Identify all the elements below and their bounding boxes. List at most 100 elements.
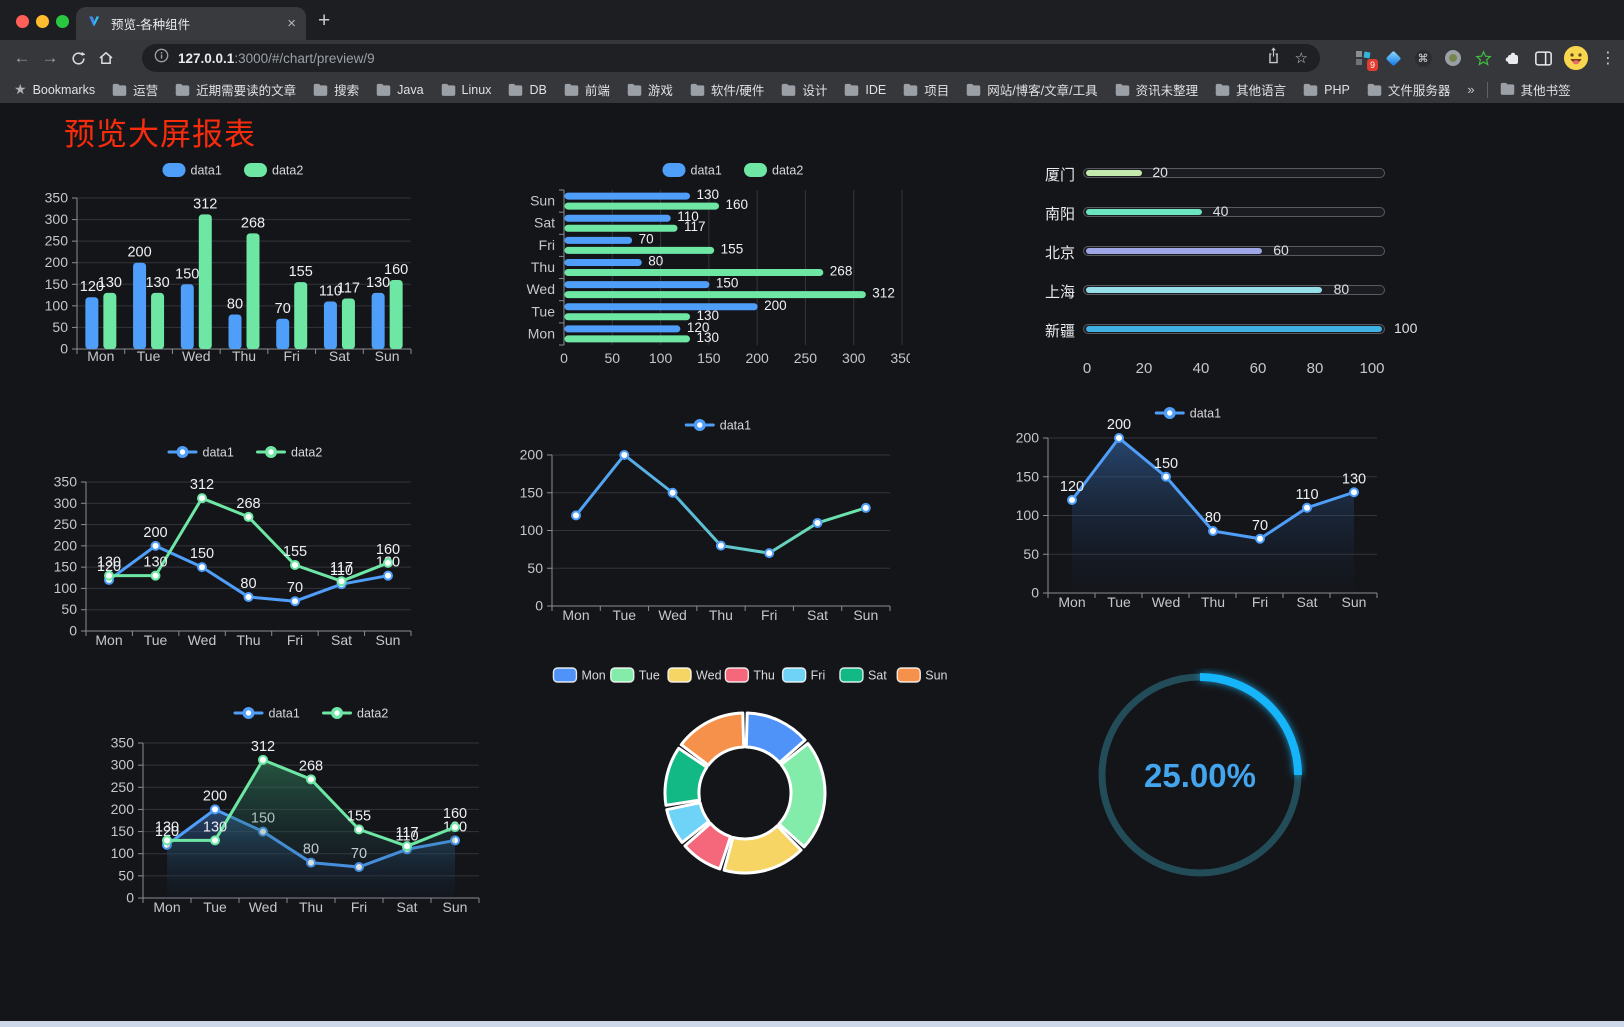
extension-star-icon[interactable] (1474, 49, 1492, 67)
side-panel-icon[interactable] (1534, 49, 1552, 67)
legend-item[interactable]: Mon (552, 667, 606, 683)
legend-item[interactable]: Fri (781, 667, 826, 683)
legend-item[interactable]: Thu (724, 667, 775, 683)
bookmark-item[interactable]: DB (508, 83, 547, 97)
legend-item[interactable]: data1 (1154, 407, 1221, 421)
share-icon[interactable] (1266, 47, 1281, 69)
svg-text:Sat: Sat (534, 215, 555, 231)
other-bookmarks[interactable]: 其他书签 (1500, 80, 1571, 99)
bookmarks-root[interactable]: ★ Bookmarks (14, 81, 96, 97)
new-tab-button[interactable]: + (318, 9, 331, 32)
svg-text:100: 100 (54, 580, 78, 596)
svg-text:Tue: Tue (203, 899, 227, 915)
legend-item[interactable]: data2 (744, 163, 803, 178)
legend-item[interactable]: Wed (667, 667, 722, 683)
svg-text:Sun: Sun (853, 607, 878, 623)
legend-item[interactable]: data2 (322, 707, 388, 721)
legend-item[interactable]: data1 (233, 707, 300, 721)
extension-diamond-icon[interactable] (1384, 49, 1402, 67)
svg-text:250: 250 (111, 779, 135, 795)
bookmarks-overflow-chevron[interactable]: » (1467, 82, 1475, 97)
svg-text:200: 200 (54, 537, 78, 553)
bookmark-item[interactable]: 软件/硬件 (690, 80, 764, 99)
donut-slice-Sat[interactable] (663, 746, 709, 807)
svg-text:Tue: Tue (531, 303, 555, 319)
bookmarks-bar: ★ Bookmarks 运营 近期需要读的文章 搜索 Java Linux DB 前端 游戏软… (0, 76, 1624, 103)
legend-item[interactable]: data2 (256, 446, 322, 460)
bookmark-item[interactable]: PHP (1303, 83, 1350, 97)
bookmark-star-icon[interactable]: ☆ (1294, 50, 1308, 67)
bookmark-item[interactable]: 游戏 (627, 80, 673, 99)
bookmark-item[interactable]: 其他语言 (1215, 80, 1286, 99)
legend-item[interactable]: Tue (610, 667, 660, 683)
svg-text:117: 117 (684, 219, 706, 234)
legend-item[interactable]: data1 (167, 446, 234, 460)
reload-button[interactable] (64, 50, 92, 67)
extensions-puzzle-icon[interactable] (1504, 49, 1522, 67)
legend-item[interactable]: data1 (162, 163, 222, 178)
browser-menu-icon[interactable]: ⋮ (1600, 50, 1616, 67)
bookmark-item[interactable]: 运营 (112, 80, 158, 99)
bookmark-item[interactable]: 设计 (781, 80, 827, 99)
donut-slice-Sun[interactable] (679, 711, 746, 767)
svg-text:300: 300 (842, 350, 866, 366)
donut-slice-Fri[interactable] (665, 801, 711, 844)
site-info-icon[interactable] (154, 48, 169, 68)
bookmark-item[interactable]: Linux (441, 83, 491, 97)
svg-text:Wed: Wed (249, 899, 278, 915)
chart-grouped-bar: data1 data2 0 50 100 150 200 250 300 350 Mon 120 130… (40, 152, 425, 377)
svg-text:data1: data1 (1190, 407, 1221, 421)
svg-text:data2: data2 (272, 164, 303, 178)
svg-text:Wed: Wed (658, 607, 687, 623)
svg-text:Fri: Fri (1252, 594, 1268, 610)
bookmark-item[interactable]: 文件服务器 (1367, 80, 1450, 99)
bookmark-item[interactable]: 资讯未整理 (1115, 80, 1198, 99)
legend-item[interactable]: data1 (684, 419, 751, 433)
bookmark-item[interactable]: IDE (844, 83, 886, 97)
svg-text:Sat: Sat (1296, 594, 1317, 610)
minimize-window-button[interactable] (36, 15, 49, 28)
bookmark-item[interactable]: 搜索 (313, 80, 359, 99)
svg-text:130: 130 (155, 819, 179, 835)
back-button[interactable]: ← (13, 48, 31, 67)
svg-text:0: 0 (60, 341, 68, 357)
svg-text:Fri: Fri (811, 669, 826, 683)
svg-text:data2: data2 (357, 707, 388, 721)
bookmark-item[interactable]: Java (376, 83, 424, 97)
svg-text:150: 150 (111, 823, 135, 839)
browser-tab[interactable]: 预览-各种组件 × (76, 7, 306, 40)
tab-close-icon[interactable]: × (287, 15, 296, 32)
legend-item[interactable]: data1 (662, 163, 722, 178)
svg-text:50: 50 (61, 601, 77, 617)
donut-slice-Thu[interactable] (683, 821, 733, 871)
svg-text:200: 200 (764, 298, 787, 313)
extension-command-icon[interactable]: ⌘ (1414, 49, 1432, 67)
svg-text:130: 130 (203, 819, 227, 835)
svg-text:Fri: Fri (287, 632, 303, 648)
bookmark-item[interactable]: 近期需要读的文章 (175, 80, 296, 99)
profile-avatar[interactable] (1564, 46, 1588, 70)
bookmark-item[interactable]: 项目 (903, 80, 949, 99)
bookmarks-divider (1486, 81, 1488, 98)
svg-text:data1: data1 (691, 164, 722, 178)
extension-grid-icon[interactable]: 9 (1354, 49, 1378, 71)
donut-slice-Wed[interactable] (722, 824, 803, 875)
progress-row: 上海 80 (1000, 281, 1424, 301)
legend-item[interactable]: Sat (839, 667, 887, 683)
donut-slice-Tue[interactable] (777, 742, 827, 849)
extension-record-icon[interactable] (1444, 49, 1462, 67)
progress-row: 新疆 100 (1044, 320, 1418, 340)
svg-text:Mon: Mon (528, 325, 555, 341)
bookmark-item[interactable]: 前端 (564, 80, 610, 99)
address-bar[interactable]: 127.0.0.1 :3000/#/chart/preview/9 ☆ (142, 44, 1320, 72)
maximize-window-button[interactable] (56, 15, 69, 28)
forward-button[interactable]: → (41, 48, 59, 67)
donut-slice-Mon[interactable] (744, 711, 807, 765)
bookmark-item[interactable]: 网站/博客/文章/工具 (966, 80, 1098, 99)
legend-item[interactable]: data2 (244, 163, 303, 178)
svg-text:100: 100 (520, 522, 544, 538)
bookmarks-star-icon: ★ (14, 81, 27, 97)
home-button[interactable] (92, 49, 120, 67)
legend-item[interactable]: Sun (896, 667, 948, 683)
close-window-button[interactable] (16, 15, 29, 28)
